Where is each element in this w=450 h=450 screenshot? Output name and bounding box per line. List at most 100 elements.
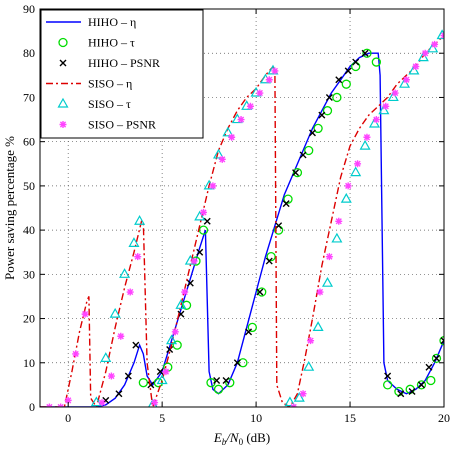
triangle-marker — [90, 396, 102, 407]
triangle-marker — [57, 97, 69, 108]
circle-marker — [213, 384, 224, 394]
asterisk-marker — [64, 396, 72, 404]
cross-marker — [344, 67, 352, 75]
asterisk-marker — [151, 399, 159, 407]
y-tick-label: 60 — [23, 135, 35, 149]
cross-marker — [233, 359, 241, 367]
plot-frame — [39, 8, 445, 408]
triangle-marker — [222, 126, 234, 137]
cross-marker — [432, 354, 440, 362]
y-tick-label: 40 — [23, 223, 35, 237]
asterisk-marker — [372, 116, 380, 124]
asterisk-marker — [81, 310, 89, 318]
legend-label: HIHO – PSNR — [88, 56, 160, 70]
triangle-marker — [100, 352, 112, 362]
cross-marker — [245, 328, 253, 336]
cross-marker — [196, 248, 204, 256]
circle-marker — [138, 378, 148, 388]
circle-marker — [313, 123, 323, 134]
asterisk-marker — [246, 102, 254, 110]
circle-marker — [181, 300, 192, 310]
asterisk-marker — [363, 133, 371, 141]
circle-marker — [292, 167, 303, 178]
triangle-marker — [331, 232, 343, 243]
cross-marker — [275, 222, 283, 230]
cross-marker — [425, 363, 433, 371]
triangle-marker — [350, 166, 362, 177]
circle-marker — [351, 61, 361, 72]
x-axis-label-mid: /N — [225, 430, 240, 445]
triangle-marker — [303, 360, 315, 371]
asterisk-marker — [316, 288, 324, 296]
circle-marker — [247, 322, 257, 333]
triangle-marker — [119, 268, 131, 278]
asterisk-marker — [335, 217, 343, 225]
x-axis-label-tail: (dB) — [243, 430, 270, 445]
cross-marker — [325, 93, 333, 101]
series-siso- — [90, 29, 444, 407]
y-tick-label: 10 — [23, 356, 35, 370]
circle-marker — [426, 375, 436, 386]
triangle-marker — [359, 139, 371, 150]
legend-label: SISO – τ — [88, 97, 131, 111]
triangle-marker — [293, 391, 305, 402]
cross-marker — [361, 49, 369, 57]
circle-marker — [322, 106, 333, 116]
circle-marker — [153, 378, 164, 388]
cross-marker — [132, 341, 140, 349]
cross-marker — [166, 346, 174, 354]
triangle-marker — [340, 192, 352, 203]
legend-box — [40, 9, 204, 139]
asterisk-marker — [134, 253, 142, 261]
triangle-marker — [194, 210, 206, 221]
asterisk-marker — [209, 182, 217, 190]
cross-marker — [397, 390, 405, 398]
triangle-marker — [284, 396, 296, 407]
circle-marker — [257, 287, 267, 297]
x-axis-label-sub2: 0 — [239, 437, 244, 447]
cross-marker — [124, 372, 132, 380]
cross-marker — [147, 381, 155, 389]
y-tick-label: 20 — [23, 312, 35, 326]
circle-marker — [225, 378, 235, 388]
triangle-marker — [109, 307, 121, 318]
cross-marker — [299, 151, 307, 159]
y-tick-label: 70 — [23, 90, 35, 104]
cross-marker — [222, 376, 230, 384]
asterisk-marker — [271, 67, 279, 75]
asterisk-marker — [382, 102, 390, 110]
x-tick-label: 10 — [250, 411, 262, 425]
cross-marker — [408, 388, 416, 396]
asterisk-marker — [199, 208, 207, 216]
cross-marker — [384, 372, 392, 380]
circle-marker — [332, 92, 342, 103]
asterisk-marker — [237, 116, 245, 124]
x-tick-label: 0 — [65, 411, 71, 425]
circle-marker — [439, 336, 444, 346]
y-tick-label: 80 — [23, 46, 35, 60]
circle-marker — [371, 57, 382, 67]
triangle-marker — [175, 299, 187, 309]
series-line — [40, 34, 444, 407]
asterisk-marker — [171, 328, 179, 336]
asterisk-marker — [299, 390, 307, 398]
series-siso- — [40, 34, 444, 407]
asterisk-marker — [421, 49, 429, 57]
cross-marker — [213, 376, 221, 384]
circle-marker — [341, 79, 351, 89]
legend-label: SISO – η — [88, 77, 132, 91]
tick-layer: 0 5 10 15 20 0 10 20 30 40 50 60 70 80 90 — [23, 2, 450, 425]
cross-marker — [417, 381, 425, 389]
y-tick-label: 50 — [23, 179, 35, 193]
asterisk-marker — [59, 121, 67, 128]
triangle-marker — [312, 321, 324, 331]
circle-marker — [198, 225, 209, 235]
asterisk-marker — [190, 257, 198, 265]
asterisk-marker — [391, 89, 399, 97]
asterisk-marker — [72, 350, 80, 358]
cross-marker — [335, 76, 343, 84]
asterisk-marker — [117, 332, 125, 340]
cross-marker — [292, 169, 300, 177]
asterisk-marker — [431, 40, 439, 48]
